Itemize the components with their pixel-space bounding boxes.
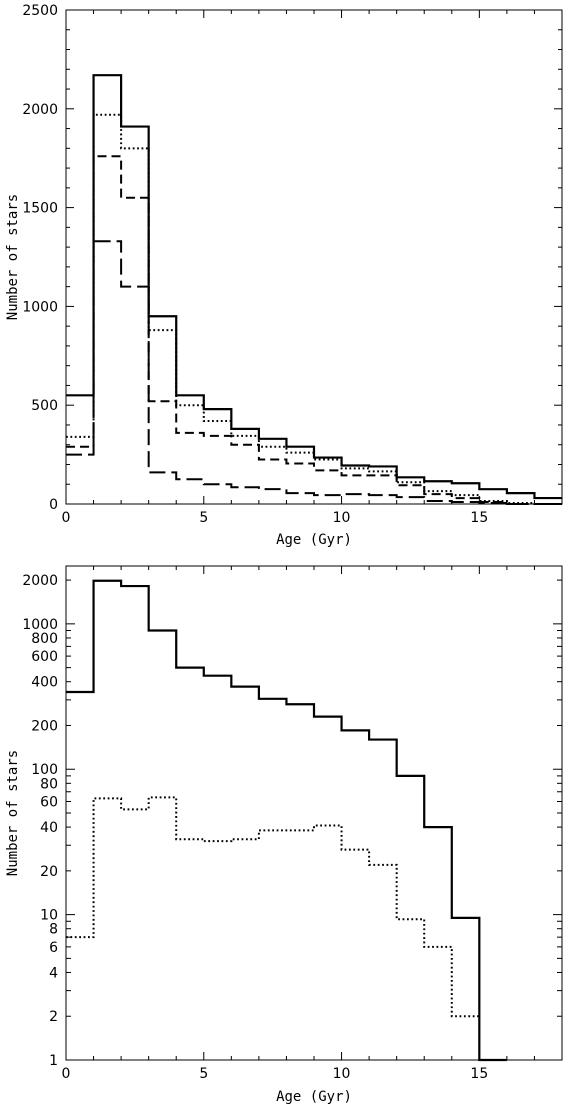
y-tick-label: 60 — [40, 794, 58, 810]
x-tick-label: 5 — [199, 510, 208, 526]
y-tick-label: 40 — [40, 820, 58, 836]
top-plot-frame — [65, 9, 563, 505]
x-tick-label: 0 — [62, 510, 71, 526]
y-tick-label: 1500 — [22, 201, 58, 217]
series-line-short-dashed — [66, 155, 562, 505]
series-line-dotted — [66, 796, 480, 1018]
top-series-group — [66, 74, 562, 505]
y-tick-label: 0 — [49, 497, 58, 513]
bottom-x-axis-label: Age (Gyr) — [276, 1089, 352, 1105]
y-tick-label: 6 — [49, 940, 58, 956]
y-tick-label: 2000 — [22, 573, 58, 589]
y-tick-label: 200 — [31, 718, 58, 734]
bottom-axis-ticks: 0 5 10 151246810204060801002004006008001000… — [22, 566, 563, 1082]
x-tick-label: 10 — [333, 1066, 351, 1082]
y-tick-label: 1 — [49, 1053, 58, 1069]
y-tick-label: 1000 — [22, 299, 58, 315]
y-tick-label: 2 — [49, 1009, 58, 1025]
y-tick-label: 80 — [40, 776, 58, 792]
y-tick-label: 2500 — [22, 3, 58, 19]
top-histogram-panel: 0 5 10 15 0 500 1000 1500 2000 2500 Age (Gyr) Num… — [5, 3, 563, 548]
y-tick-label: 20 — [40, 864, 58, 880]
y-tick-label: 8 — [49, 922, 58, 938]
x-tick-label: 0 — [62, 1066, 71, 1082]
y-tick-label: 800 — [31, 631, 58, 647]
y-tick-label: 600 — [31, 649, 58, 665]
x-tick-label: 10 — [333, 510, 351, 526]
y-tick-label: 4 — [49, 965, 58, 981]
bottom-plot-frame — [65, 565, 563, 1061]
x-tick-label: 5 — [199, 1066, 208, 1082]
y-tick-label: 400 — [31, 675, 58, 691]
top-x-axis-label: Age (Gyr) — [276, 532, 352, 548]
top-y-axis-label: Number of stars — [5, 194, 21, 320]
bottom-series-group — [66, 579, 507, 1062]
y-tick-label: 100 — [31, 762, 58, 778]
series-line-solid — [66, 579, 507, 1062]
y-tick-label: 1000 — [22, 617, 58, 633]
x-tick-label: 15 — [470, 510, 488, 526]
series-line-long-dashed — [66, 240, 562, 505]
y-tick-label: 2000 — [22, 102, 58, 118]
y-tick-label: 500 — [31, 398, 58, 414]
y-tick-label: 10 — [40, 908, 58, 924]
x-tick-label: 15 — [470, 1066, 488, 1082]
bottom-histogram-panel: 0 5 10 151246810204060801002004006008001000… — [5, 565, 563, 1105]
top-axis-ticks: 0 5 10 15 0 500 1000 1500 2000 2500 — [22, 3, 563, 526]
bottom-y-axis-label: Number of stars — [5, 750, 21, 876]
